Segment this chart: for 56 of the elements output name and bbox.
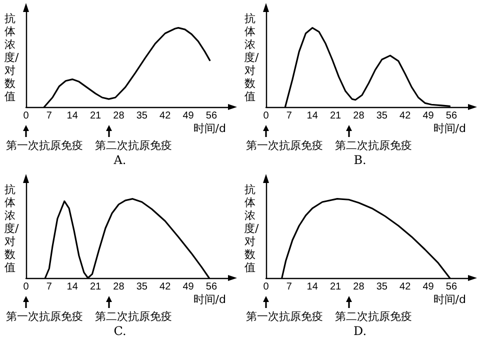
x-axis-title: 时间/d [193, 122, 226, 135]
y-axis-title: 抗体浓度/对数值 [244, 183, 259, 274]
text: 第二次抗原免疫 [94, 310, 172, 323]
text: 第一次抗原免疫 [6, 139, 83, 152]
x-tick-label: 56 [446, 110, 458, 122]
x-tick-label: 7 [286, 282, 292, 292]
x-tick-label: 28 [353, 110, 365, 122]
text: 第二次抗原免疫 [334, 139, 412, 152]
x-tick-label: 49 [182, 110, 194, 122]
x-tick-label: 21 [330, 282, 342, 292]
y-axis-title: 抗体浓度/对数值 [4, 183, 19, 274]
x-tick-label: 28 [353, 282, 365, 292]
x-tick-label: 14 [306, 110, 318, 122]
x-tick-label: 49 [182, 282, 194, 292]
x-axis-title: 时间/d [193, 293, 226, 306]
x-tick-label: 14 [66, 282, 78, 292]
text: C. [114, 324, 126, 338]
text: 第二次抗原免疫 [334, 310, 412, 323]
text: 第二次抗原免疫 [94, 139, 172, 152]
x-tick-label: 21 [330, 110, 342, 122]
x-tick-label: 35 [376, 282, 388, 292]
text: 第一次抗原免疫 [246, 139, 323, 152]
x-tick-label: 21 [90, 110, 102, 122]
x-tick-label: 14 [306, 282, 318, 292]
x-tick-label: 21 [90, 282, 102, 292]
text: B. [354, 153, 366, 167]
y-axis-title: 抗体浓度/对数值 [4, 12, 19, 103]
x-tick-label: 42 [160, 282, 172, 292]
x-tick-label: 7 [46, 110, 52, 122]
text: D. [353, 324, 367, 338]
x-tick-label: 56 [446, 282, 458, 292]
x-tick-label: 49 [422, 110, 434, 122]
x-axis-title: 时间/d [433, 293, 466, 306]
y-axis-title: 抗体浓度/对数值 [244, 12, 259, 103]
text: A. [112, 153, 126, 167]
x-tick-label: 35 [136, 282, 148, 292]
x-tick-label: 14 [66, 110, 78, 122]
x-tick-label: 0 [23, 282, 30, 292]
x-tick-label: 7 [46, 282, 52, 292]
x-tick-label: 28 [113, 282, 125, 292]
x-tick-label: 42 [160, 110, 172, 122]
x-tick-label: 42 [400, 282, 412, 292]
x-tick-label: 0 [263, 110, 270, 122]
x-tick-label: 56 [206, 110, 218, 122]
x-tick-label: 35 [136, 110, 148, 122]
x-tick-label: 49 [422, 282, 434, 292]
x-tick-label: 7 [286, 110, 292, 122]
text: 第一次抗原免疫 [6, 310, 83, 323]
x-tick-label: 0 [263, 282, 270, 292]
x-tick-label: 56 [206, 282, 218, 292]
x-tick-label: 0 [23, 110, 30, 122]
text: 第一次抗原免疫 [246, 310, 323, 323]
x-tick-label: 42 [400, 110, 412, 122]
x-tick-label: 28 [113, 110, 125, 122]
x-axis-title: 时间/d [433, 122, 466, 135]
x-tick-label: 35 [376, 110, 388, 122]
